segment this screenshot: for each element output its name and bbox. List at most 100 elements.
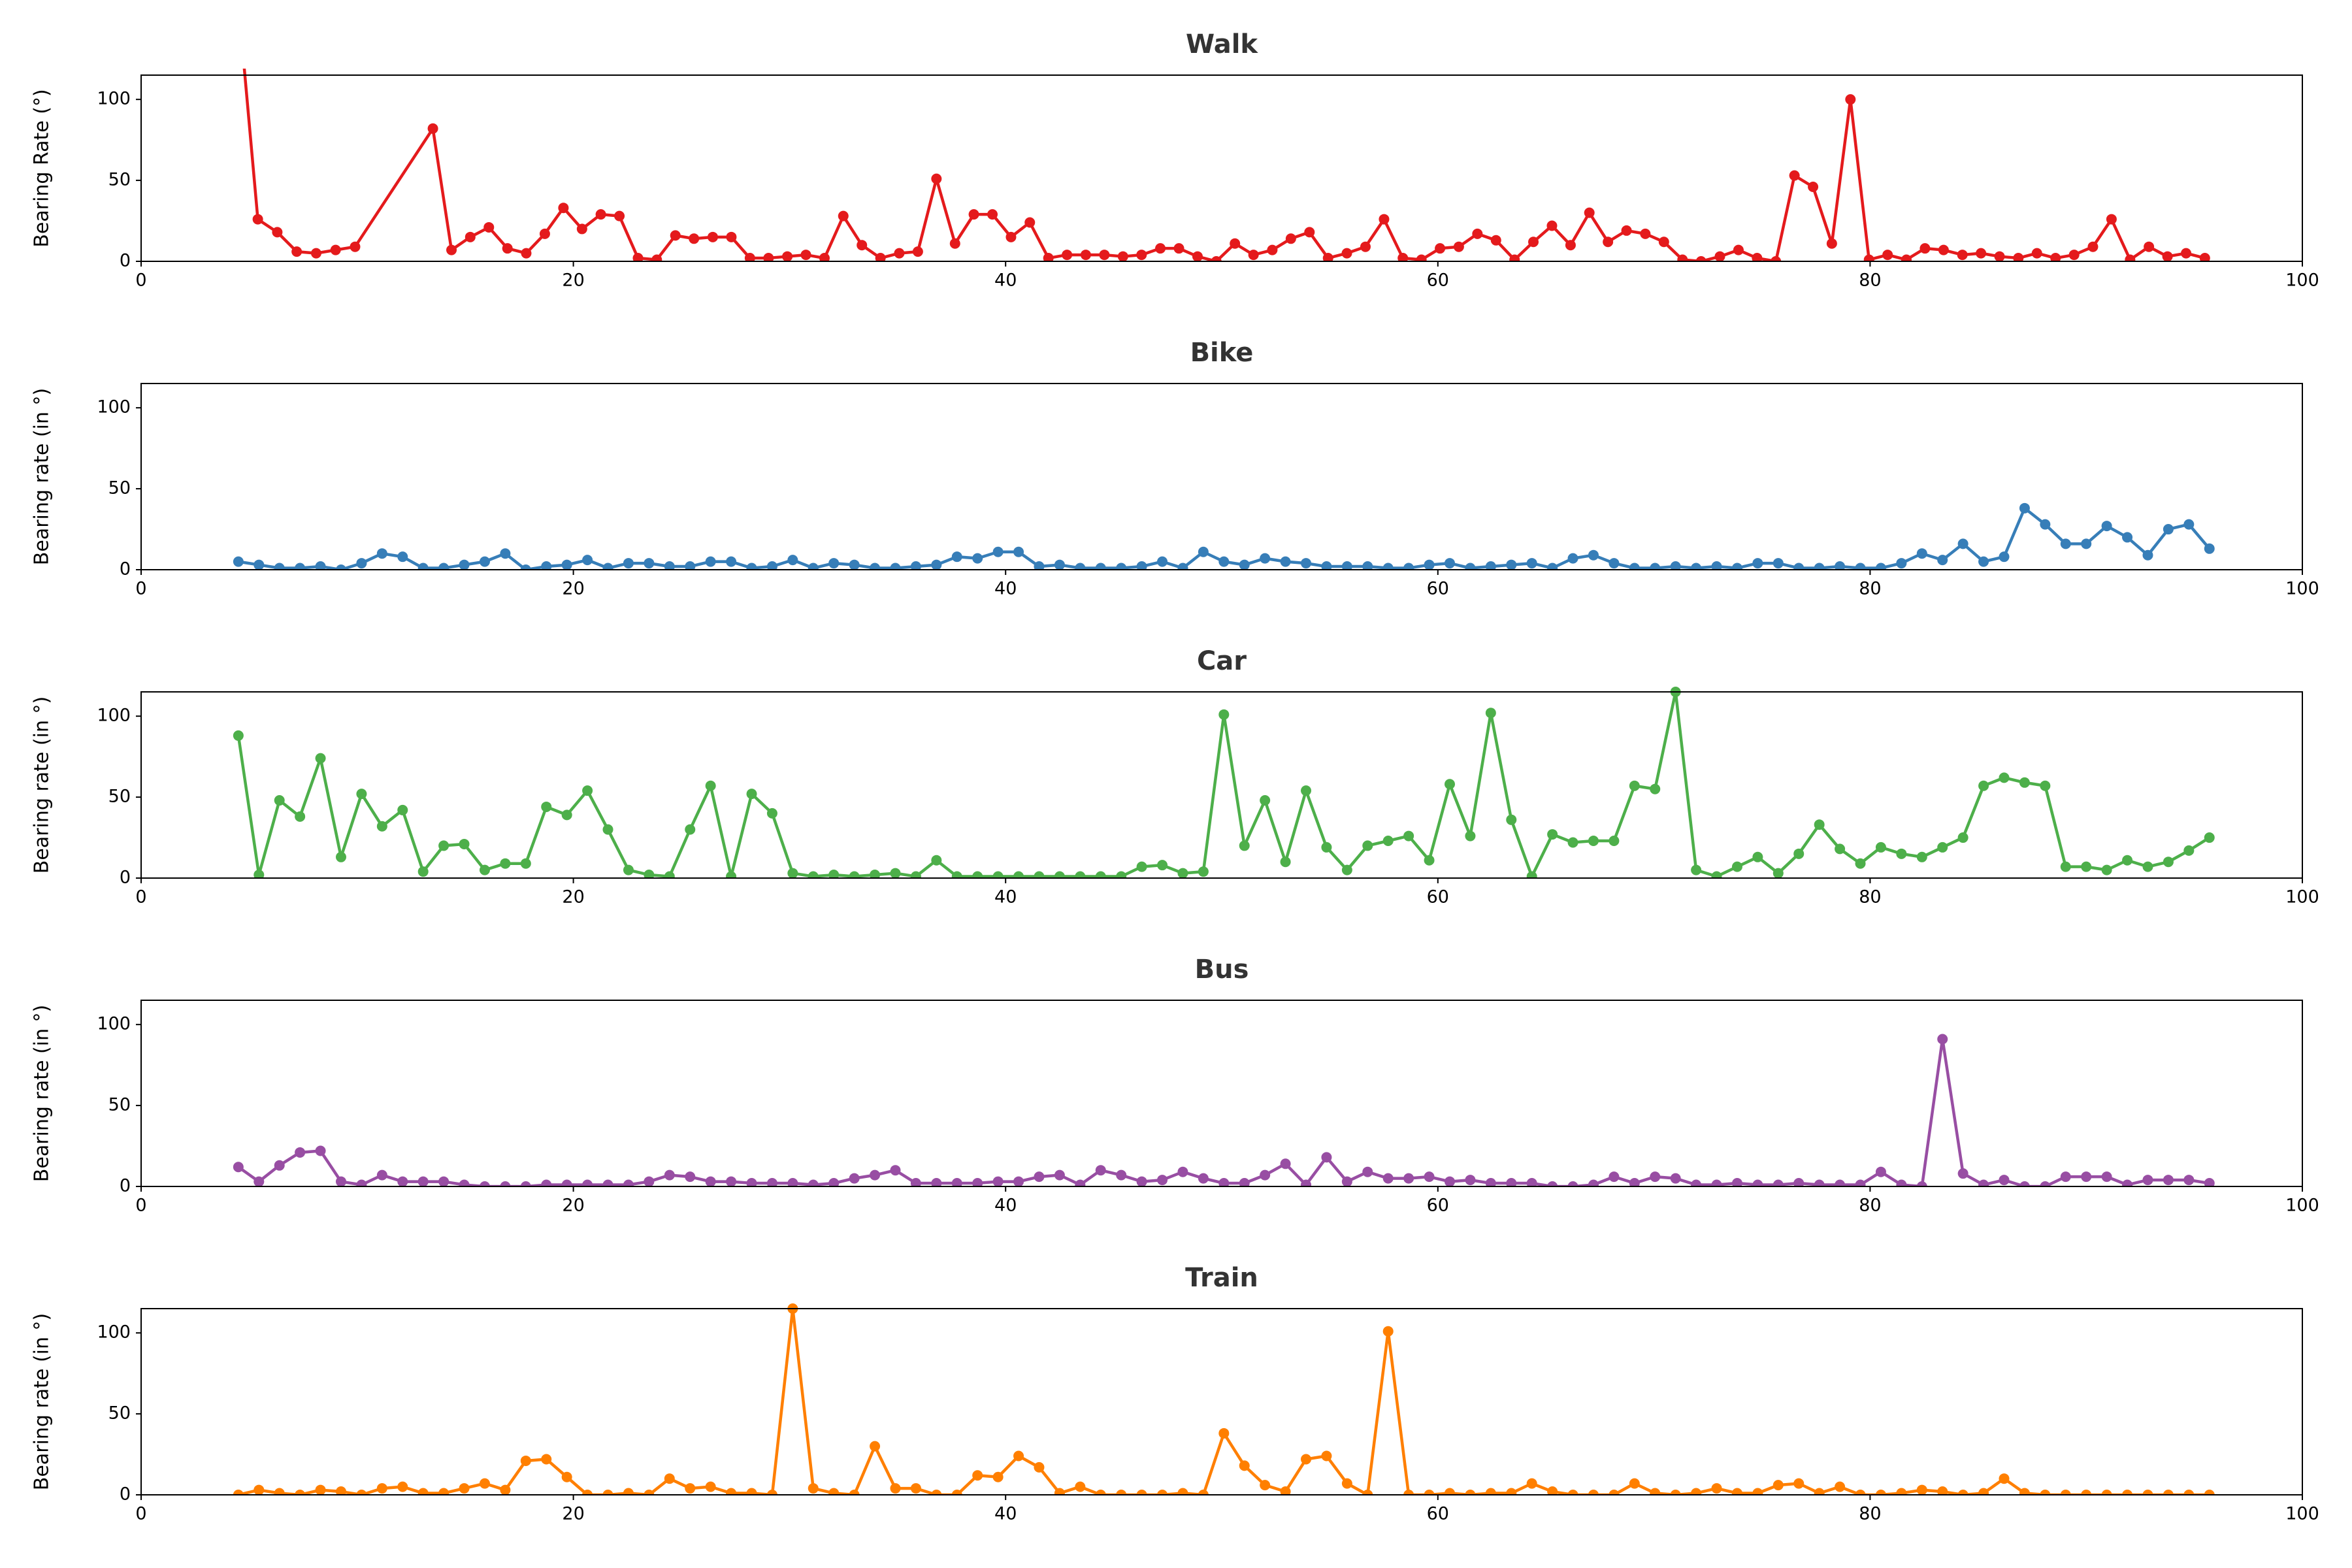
data-point <box>1218 1178 1230 1186</box>
data-point <box>1075 871 1086 878</box>
data-point <box>987 209 998 220</box>
x-tick-label: 40 <box>994 1196 1017 1216</box>
data-point <box>910 871 921 878</box>
data-point <box>910 1483 921 1494</box>
data-point <box>1916 851 1927 862</box>
y-tick-label: 0 <box>120 1484 131 1505</box>
data-point <box>2204 832 2215 843</box>
data-point <box>2163 857 2174 868</box>
x-tick-label: 60 <box>1427 270 1449 291</box>
plot-area <box>233 1303 2215 1495</box>
data-point <box>931 1178 942 1186</box>
data-point <box>664 871 675 878</box>
data-point <box>1424 855 1435 866</box>
data-point <box>1080 250 1091 261</box>
data-point <box>438 840 449 851</box>
data-point <box>1670 1490 1681 1495</box>
data-point <box>1855 858 1866 869</box>
data-point <box>828 870 840 878</box>
data-point <box>330 244 341 255</box>
data-point <box>2019 777 2030 788</box>
subplot: Train Bearing rate (in °) 0 20 40 60 80 100 0 50 1… <box>31 1263 2319 1524</box>
data-point <box>417 1176 429 1186</box>
data-point <box>614 210 625 221</box>
data-point <box>295 563 306 570</box>
y-tick-label: 100 <box>97 1322 131 1343</box>
x-tick-label: 80 <box>1859 887 1881 907</box>
x-tick-label: 100 <box>2285 579 2319 599</box>
data-point <box>2163 524 2174 535</box>
data-point <box>1896 1488 1907 1495</box>
y-tick-label: 100 <box>97 706 131 726</box>
data-point <box>427 123 438 134</box>
data-point <box>1075 563 1086 570</box>
data-point <box>1826 238 1837 249</box>
data-point <box>1588 1490 1599 1495</box>
data-line <box>237 1037 2210 1186</box>
data-point <box>2142 1175 2153 1186</box>
data-point <box>1835 1481 1846 1492</box>
x-tick-label: 80 <box>1859 1196 1881 1216</box>
data-point <box>1547 563 1558 570</box>
data-point <box>1957 538 1968 549</box>
data-point <box>291 246 302 257</box>
data-point <box>1198 1490 1209 1495</box>
x-tick-label: 40 <box>994 270 1017 291</box>
data-point <box>2181 248 2192 259</box>
data-point <box>1629 563 1640 570</box>
data-point <box>787 555 798 566</box>
data-point <box>1157 1490 1168 1495</box>
y-tick-label: 100 <box>97 1014 131 1034</box>
data-point <box>1845 94 1856 105</box>
data-point <box>483 221 495 233</box>
data-point <box>1177 1166 1188 1177</box>
data-point <box>726 556 737 567</box>
data-point <box>541 1454 552 1465</box>
data-point <box>521 248 532 259</box>
data-point <box>1465 1175 1476 1186</box>
data-point <box>2081 1171 2092 1183</box>
data-point <box>274 563 285 570</box>
data-point <box>253 559 265 570</box>
data-point <box>2122 1179 2133 1186</box>
x-tick-label: 80 <box>1859 270 1881 291</box>
plot-area <box>233 687 2215 878</box>
data-point <box>890 563 901 570</box>
data-point <box>1547 1181 1558 1186</box>
data-point <box>1260 1480 1271 1491</box>
data-point <box>1584 207 1595 218</box>
y-axis-label: Bearing Rate (°) <box>31 89 54 247</box>
data-point <box>1267 244 1278 255</box>
data-point <box>2101 864 2112 875</box>
y-axis-label: Bearing rate (in °) <box>31 1313 54 1490</box>
data-point <box>315 561 326 570</box>
data-point <box>744 253 755 261</box>
data-point <box>602 1490 613 1495</box>
data-point <box>1301 1454 1312 1465</box>
data-point <box>252 214 263 225</box>
data-point <box>1691 1488 1702 1495</box>
data-point <box>632 253 644 261</box>
data-point <box>1793 848 1805 859</box>
data-point <box>2060 861 2071 872</box>
axes-frame <box>140 691 2303 879</box>
data-point <box>1136 250 1147 261</box>
data-point <box>1814 1488 1825 1495</box>
data-point <box>875 253 886 261</box>
data-point <box>295 1147 306 1158</box>
y-tick-label: 50 <box>108 478 131 498</box>
subplot: Walk Bearing Rate (°) 0 20 40 60 80 100 0 50 100 <box>31 29 2319 291</box>
data-point <box>1444 1176 1455 1186</box>
data-point <box>1157 1175 1168 1186</box>
data-point <box>951 871 962 878</box>
data-point <box>644 558 655 569</box>
data-point <box>1198 866 1209 877</box>
y-tick-label: 0 <box>120 559 131 580</box>
data-point <box>1173 243 1184 254</box>
data-point <box>1957 1168 1968 1179</box>
data-point <box>465 231 476 242</box>
data-point <box>2163 1175 2174 1186</box>
data-point <box>459 1179 470 1186</box>
data-point <box>1280 1486 1291 1495</box>
data-point <box>2122 1490 2133 1495</box>
